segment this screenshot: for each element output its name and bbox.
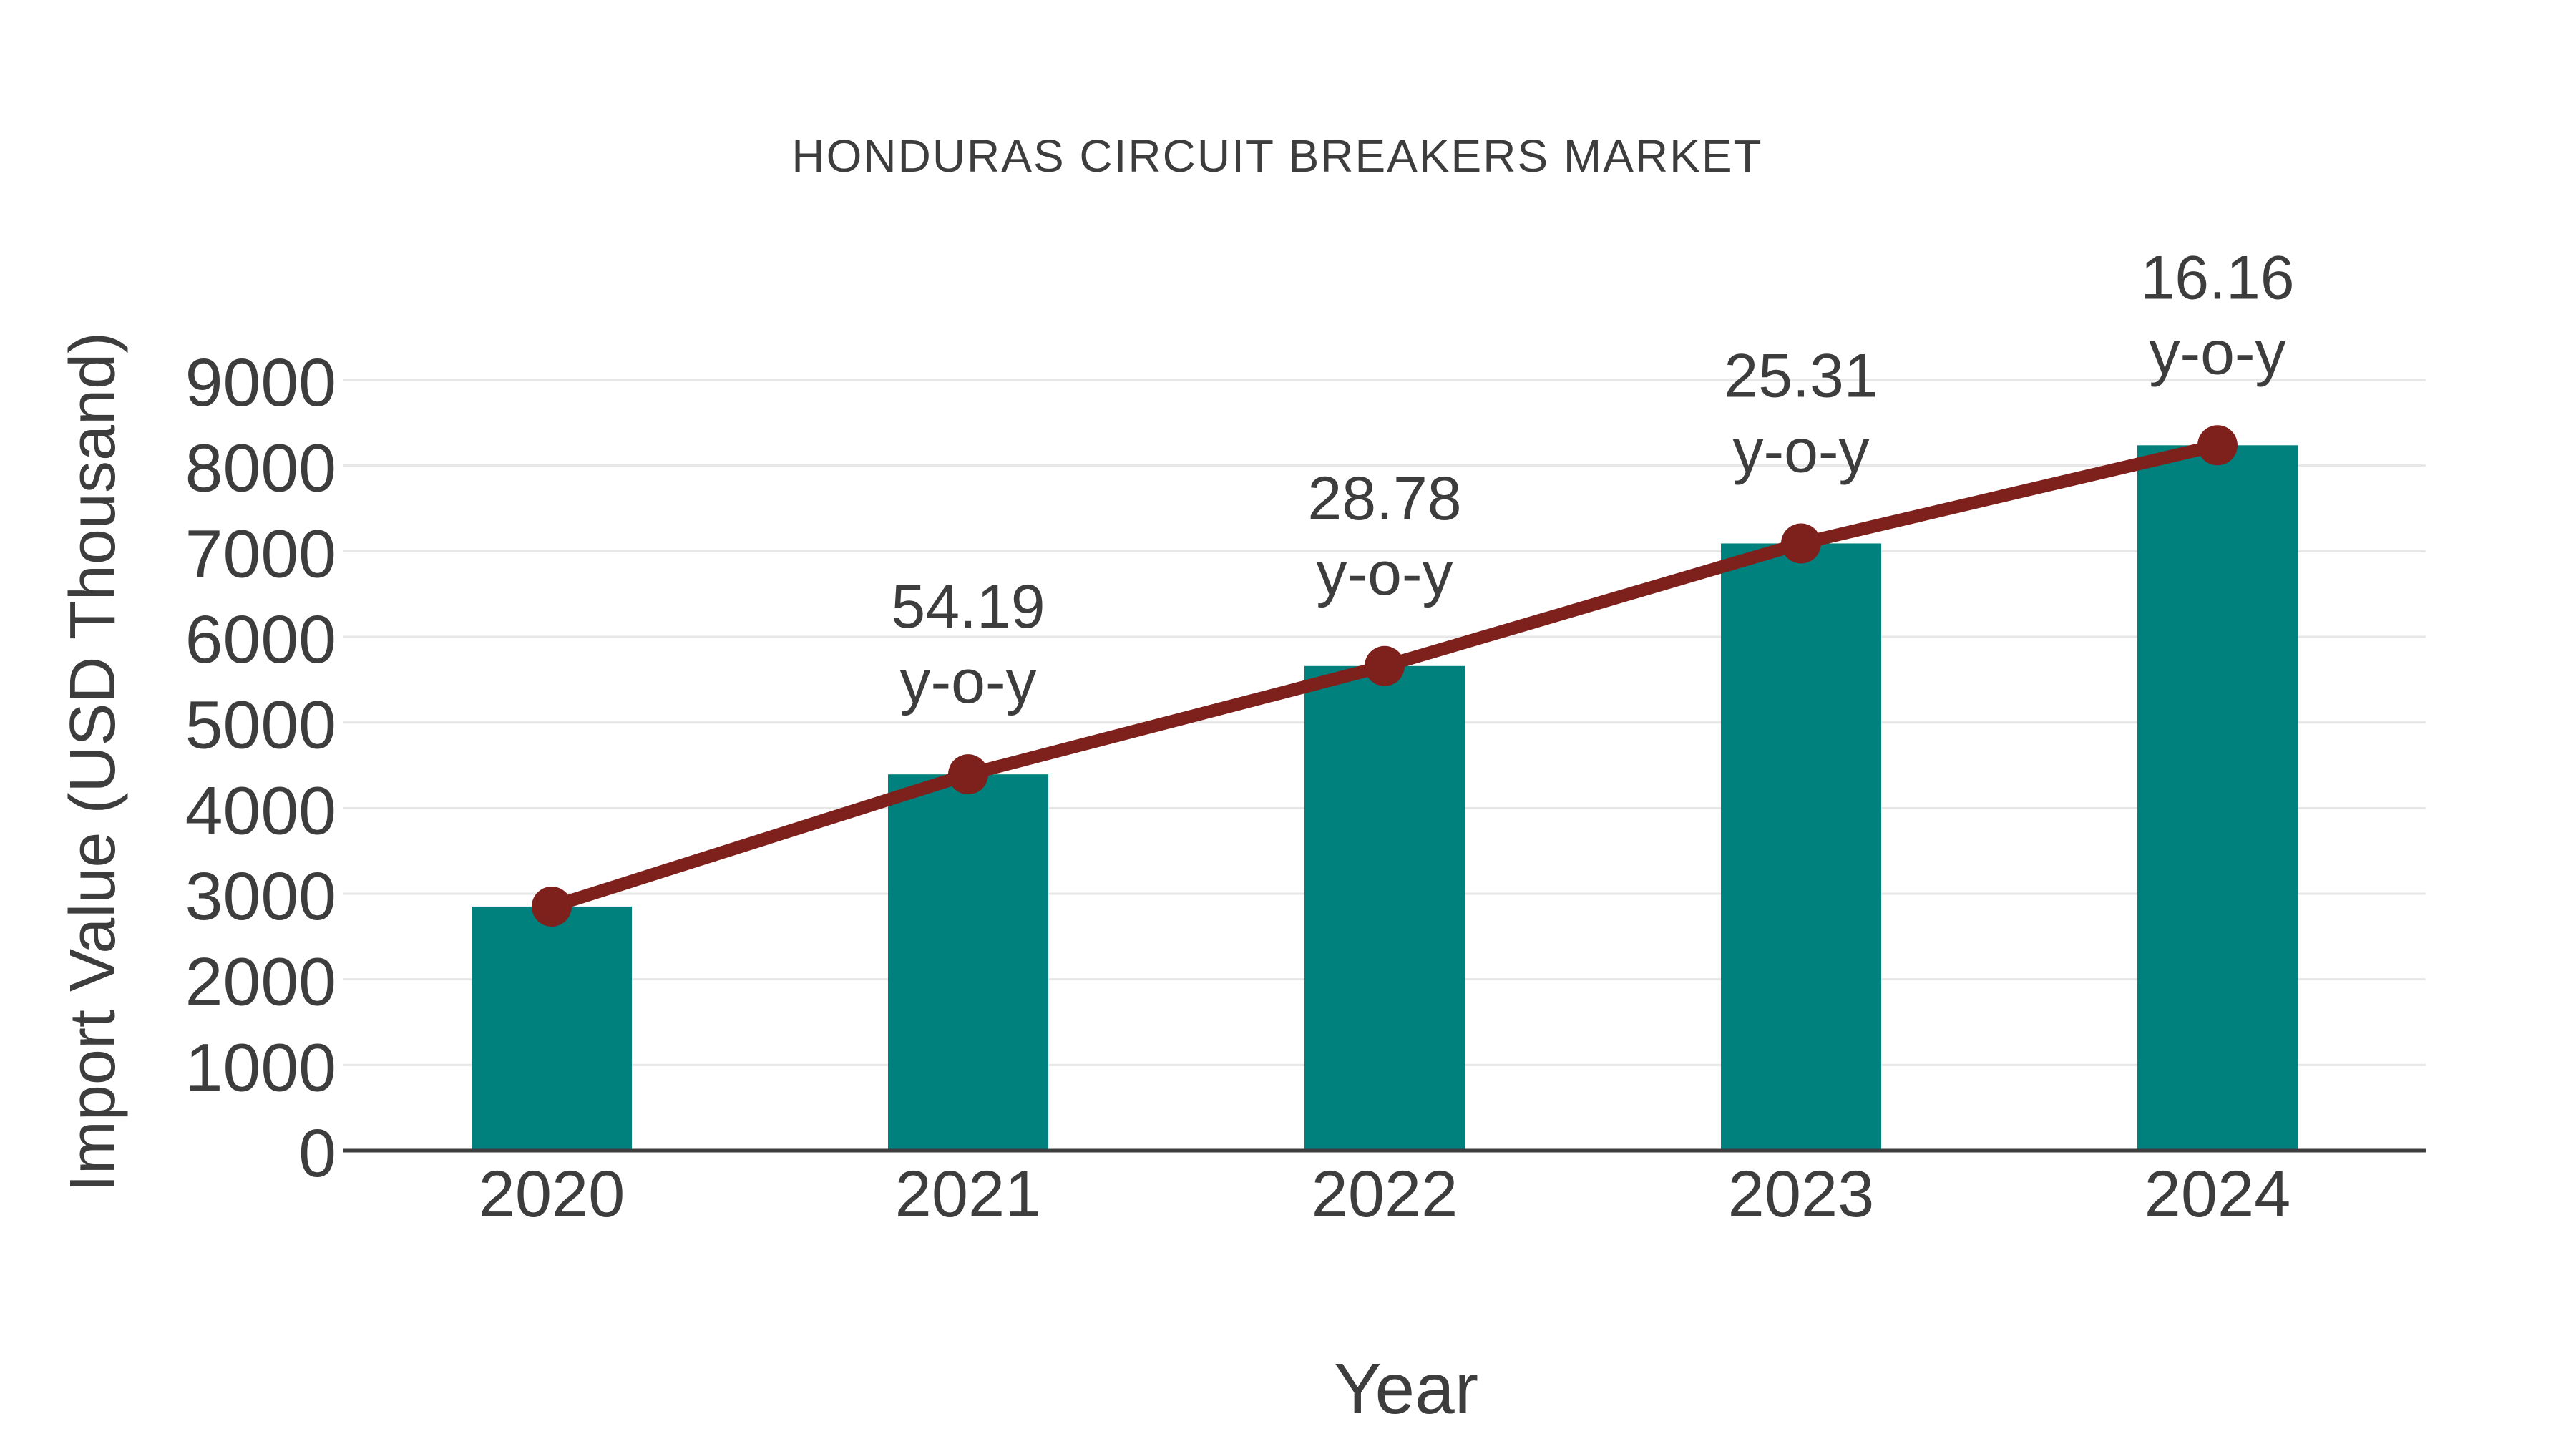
y-tick-label: 4000	[185, 773, 336, 849]
chart-title: HONDURAS CIRCUIT BREAKERS MARKET	[791, 130, 1762, 182]
annotation-value: 54.19	[891, 572, 1045, 641]
data-point-marker	[1365, 645, 1405, 686]
y-tick-label: 1000	[185, 1030, 336, 1106]
x-tick-label: 2020	[479, 1158, 625, 1231]
y-tick-label: 8000	[185, 431, 336, 507]
bar	[472, 906, 632, 1151]
trend-line-group	[532, 425, 2238, 927]
bar	[888, 774, 1048, 1151]
annotation-label: y-o-y	[1732, 416, 1869, 485]
y-tick-label: 5000	[185, 688, 336, 763]
annotations: 54.19y-o-y28.78y-o-y25.31y-o-y16.16y-o-y	[891, 243, 2294, 716]
bar	[1721, 543, 1881, 1151]
x-axis-title: Year	[1334, 1349, 1478, 1429]
y-tick-label: 6000	[185, 602, 336, 678]
annotation-value: 16.16	[2140, 243, 2294, 312]
annotation-label: y-o-y	[2149, 318, 2285, 387]
x-tick-labels: 2020 2021 2022 2023 2024	[479, 1158, 2291, 1231]
annotation-label: y-o-y	[899, 648, 1036, 716]
annotation-label: y-o-y	[1316, 540, 1453, 608]
data-point-marker	[948, 754, 988, 795]
y-tick-label: 2000	[185, 945, 336, 1020]
x-tick-label: 2021	[895, 1158, 1042, 1231]
data-point-marker	[532, 886, 572, 927]
y-tick-label: 9000	[185, 345, 336, 421]
bars	[472, 445, 2298, 1151]
x-tick-label: 2024	[2145, 1158, 2291, 1231]
bar	[2137, 445, 2298, 1151]
y-axis-title: Import Value (USD Thousand)	[57, 332, 129, 1192]
annotation-value: 25.31	[1724, 341, 1878, 410]
data-point-marker	[2197, 425, 2238, 466]
y-tick-label: 7000	[185, 516, 336, 592]
bar	[1304, 665, 1465, 1151]
x-tick-label: 2023	[1728, 1158, 1875, 1231]
y-tick-labels: 0 1000 2000 3000 4000 5000 6000 7000 8000 9000	[185, 345, 336, 1191]
annotation-value: 28.78	[1307, 464, 1461, 533]
y-tick-label: 0	[298, 1116, 336, 1191]
x-tick-label: 2022	[1312, 1158, 1458, 1231]
y-tick-label: 3000	[185, 859, 336, 935]
data-point-marker	[1781, 523, 1821, 564]
